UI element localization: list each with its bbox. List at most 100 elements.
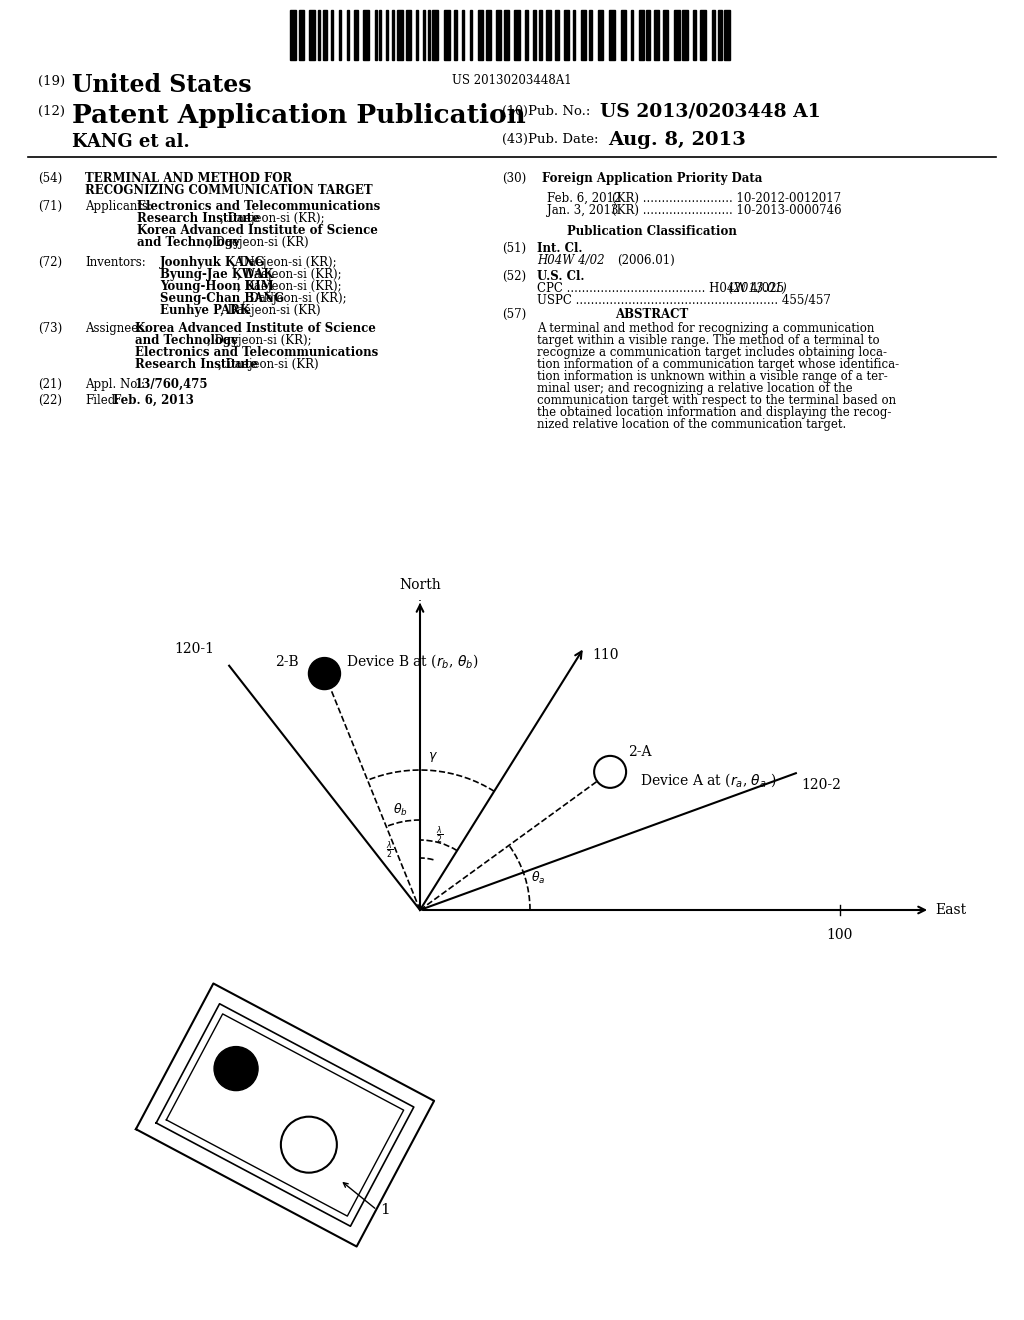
Bar [454,11,457,59]
Text: $\frac{\lambda}{2}$: $\frac{\lambda}{2}$ [436,824,443,846]
Text: (73): (73) [38,322,62,335]
Bar [347,11,349,59]
Text: , Daejeon-si (KR);: , Daejeon-si (KR); [237,268,342,281]
Text: Korea Advanced Institute of Science: Korea Advanced Institute of Science [135,322,376,335]
Text: (2006.01): (2006.01) [617,253,675,267]
Text: recognize a communication target includes obtaining loca-: recognize a communication target include… [537,346,887,359]
Bar [693,11,696,59]
Bar [423,11,425,59]
Text: 100: 100 [826,928,853,942]
Bar [486,11,490,59]
Bar [724,11,730,59]
Text: 1: 1 [380,1203,390,1217]
Bar [432,11,438,59]
Bar [504,11,509,59]
Bar [416,11,418,59]
Bar [309,11,315,59]
Text: ABSTRACT: ABSTRACT [615,308,688,321]
Bar [646,11,650,59]
Bar [392,11,394,59]
Text: United States: United States [72,73,252,96]
Bar [444,11,450,59]
Text: Feb. 6, 2012: Feb. 6, 2012 [547,191,622,205]
Bar [682,11,688,59]
Text: (KR) ........................ 10-2012-0012017: (KR) ........................ 10-2012-00… [612,191,841,205]
Bar [339,11,341,59]
Text: 120-1: 120-1 [174,642,214,656]
Bar [573,11,575,59]
Text: (43): (43) [502,133,528,147]
Text: Device A at ($r_a$, $\theta_a$ ): Device A at ($r_a$, $\theta_a$ ) [640,771,776,789]
Text: Research Institute: Research Institute [135,358,258,371]
Bar [546,11,551,59]
Text: 2-A: 2-A [628,744,651,759]
Text: H04W 4/02: H04W 4/02 [537,253,604,267]
Text: , Daejeon-si (KR);: , Daejeon-si (KR); [207,334,311,347]
Bar [379,11,381,59]
Bar [496,11,501,59]
Text: KANG et al.: KANG et al. [72,133,189,150]
Text: , Daejeon-si (KR);: , Daejeon-si (KR); [243,292,347,305]
Text: Pub. No.:: Pub. No.: [528,106,591,117]
Text: Aug. 8, 2013: Aug. 8, 2013 [608,131,745,149]
Bar [564,11,569,59]
Text: (2013.01): (2013.01) [725,282,786,294]
Bar [674,11,680,59]
Text: Appl. No.:: Appl. No.: [85,378,144,391]
Text: Korea Advanced Institute of Science: Korea Advanced Institute of Science [137,224,378,238]
Text: $\theta_a$: $\theta_a$ [530,870,545,887]
Text: Device B at ($r_b$, $\theta_b$): Device B at ($r_b$, $\theta_b$) [346,652,479,671]
Bar [589,11,592,59]
Text: , Daejeon-si (KR);: , Daejeon-si (KR); [220,213,325,224]
Bar [525,11,528,59]
Text: Patent Application Publication: Patent Application Publication [72,103,525,128]
Text: 110: 110 [592,648,618,663]
Text: Foreign Application Priority Data: Foreign Application Priority Data [542,172,762,185]
Text: Research Institute: Research Institute [137,213,260,224]
Bar [299,11,304,59]
Text: US 2013/0203448 A1: US 2013/0203448 A1 [600,103,821,121]
Text: tion information is unknown within a visible range of a ter-: tion information is unknown within a vis… [537,370,888,383]
Bar [654,11,659,59]
Text: (71): (71) [38,201,62,213]
Bar [386,11,388,59]
Bar [581,11,586,59]
Text: Int. Cl.: Int. Cl. [537,242,583,255]
Bar [609,11,615,59]
Text: (21): (21) [38,378,62,391]
Bar [397,11,403,59]
Text: A terminal and method for recognizing a communication: A terminal and method for recognizing a … [537,322,874,335]
Circle shape [214,1047,258,1090]
Text: communication target with respect to the terminal based on: communication target with respect to the… [537,393,896,407]
Text: US 20130203448A1: US 20130203448A1 [453,74,571,87]
Text: (51): (51) [502,242,526,255]
Text: (10): (10) [502,106,528,117]
Text: TERMINAL AND METHOD FOR: TERMINAL AND METHOD FOR [85,172,292,185]
Text: Pub. Date:: Pub. Date: [528,133,598,147]
Bar [663,11,668,59]
Text: the obtained location information and displaying the recog-: the obtained location information and di… [537,407,891,418]
Text: target within a visible range. The method of a terminal to: target within a visible range. The metho… [537,334,880,347]
Bar [534,11,536,59]
Text: 2-B: 2-B [274,655,298,668]
Text: (22): (22) [38,393,62,407]
Bar [598,11,603,59]
Bar [718,11,722,59]
Text: minal user; and recognizing a relative location of the: minal user; and recognizing a relative l… [537,381,853,395]
Circle shape [308,657,340,689]
Text: Byung-Jae KWAK: Byung-Jae KWAK [160,268,273,281]
Bar [318,11,319,59]
Text: Electronics and Telecommunications: Electronics and Telecommunications [137,201,380,213]
Text: Young-Hoon KIM: Young-Hoon KIM [160,280,273,293]
Bar [712,11,715,59]
Bar [331,11,333,59]
Text: , Daejeon-si (KR): , Daejeon-si (KR) [218,358,318,371]
Bar [631,11,633,59]
Text: , Daejeon-si (KR): , Daejeon-si (KR) [220,304,322,317]
Text: 13/760,475: 13/760,475 [135,378,209,391]
Text: and Technology: and Technology [137,236,240,249]
Bar [700,11,706,59]
Bar [362,11,369,59]
Text: Joonhyuk KANG: Joonhyuk KANG [160,256,265,269]
Text: North: North [399,578,441,591]
